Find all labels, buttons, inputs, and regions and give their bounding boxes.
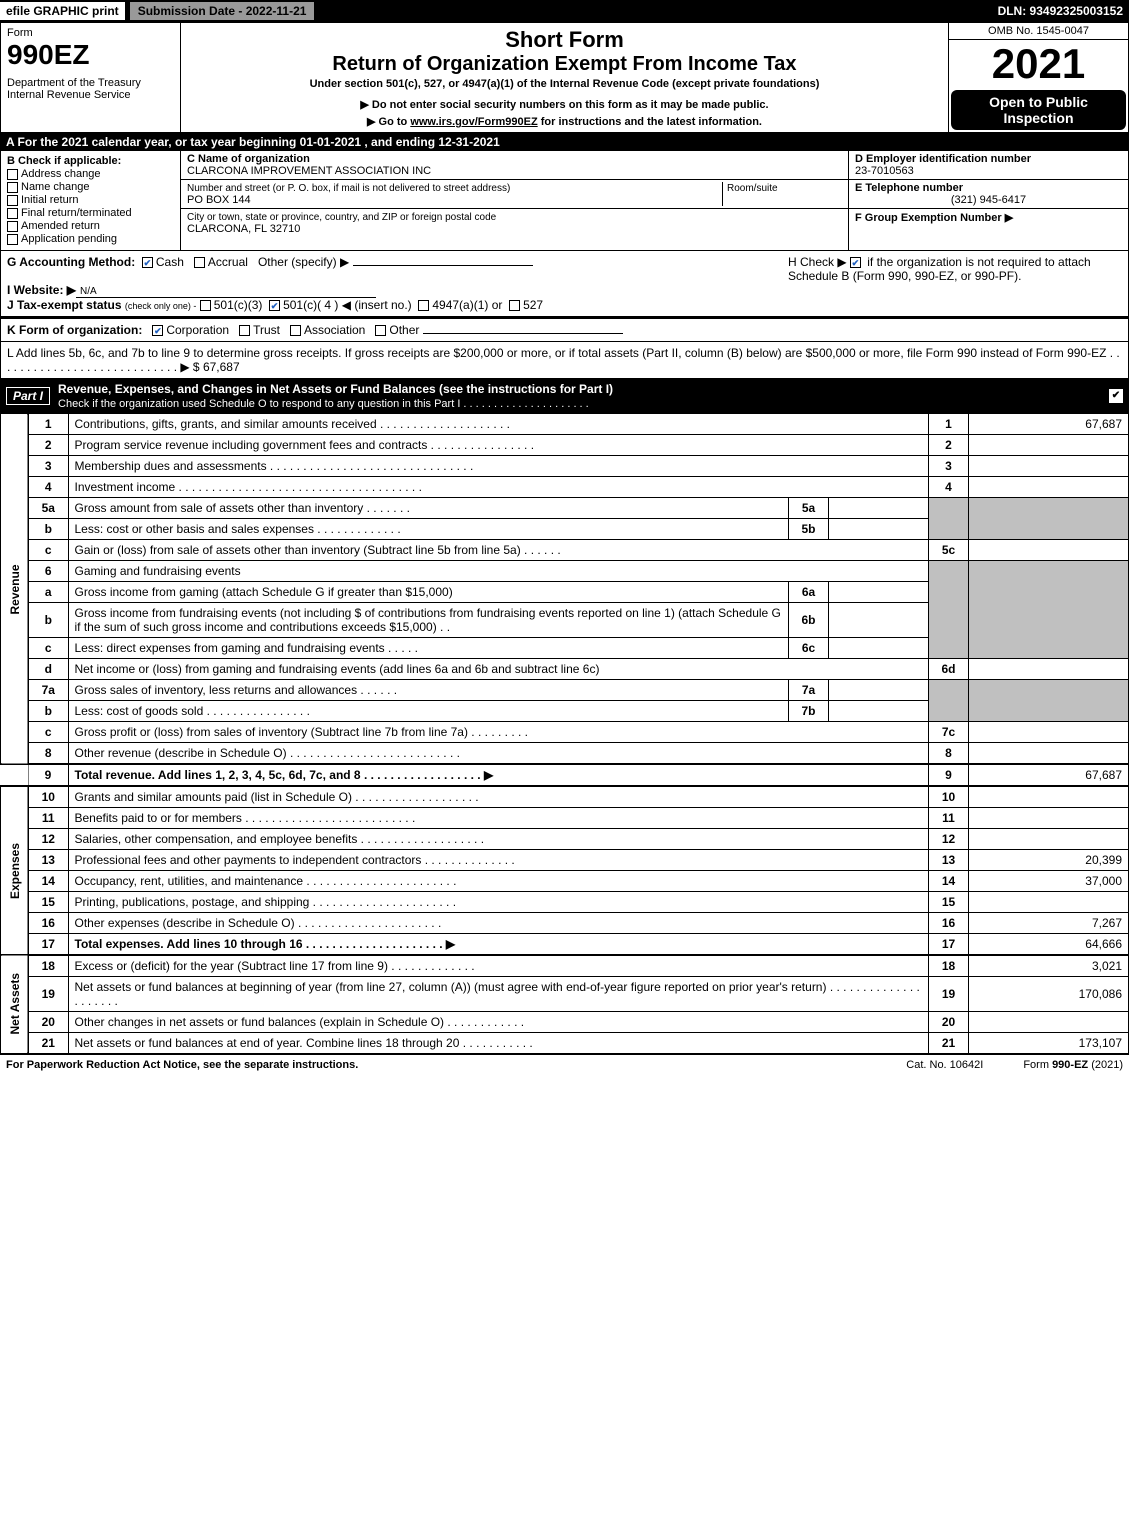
l1-desc: Contributions, gifts, grants, and simila… bbox=[68, 414, 929, 435]
d-label: D Employer identification number bbox=[855, 153, 1031, 165]
chk-trust[interactable] bbox=[239, 325, 250, 336]
tax-year: 2021 bbox=[949, 40, 1128, 88]
d-value: 23-7010563 bbox=[855, 165, 914, 177]
part-i-subtitle: Check if the organization used Schedule … bbox=[58, 398, 589, 410]
chk-address-change[interactable]: Address change bbox=[7, 168, 174, 180]
chk-accrual[interactable] bbox=[194, 257, 205, 268]
row-l: L Add lines 5b, 6c, and 7b to line 9 to … bbox=[0, 342, 1129, 379]
col-c: C Name of organization CLARCONA IMPROVEM… bbox=[181, 151, 848, 250]
c-street-label: Number and street (or P. O. box, if mail… bbox=[187, 183, 510, 194]
chk-application-pending[interactable]: Application pending bbox=[7, 233, 174, 245]
header-right: OMB No. 1545-0047 2021 Open to Public In… bbox=[948, 23, 1128, 132]
submission-date: Submission Date - 2022-11-21 bbox=[129, 1, 316, 21]
header-left: Form 990EZ Department of the Treasury In… bbox=[1, 23, 181, 132]
goto-post: for instructions and the latest informat… bbox=[538, 116, 762, 128]
form-number: 990EZ bbox=[7, 39, 174, 71]
goto-instructions: ▶ Go to www.irs.gov/Form990EZ for instru… bbox=[185, 115, 944, 128]
main-title: Return of Organization Exempt From Incom… bbox=[185, 53, 944, 76]
do-not-enter: ▶ Do not enter social security numbers o… bbox=[185, 98, 944, 111]
c-city-value: CLARCONA, FL 32710 bbox=[187, 223, 300, 235]
under-section: Under section 501(c), 527, or 4947(a)(1)… bbox=[185, 78, 944, 90]
c-name-value: CLARCONA IMPROVEMENT ASSOCIATION INC bbox=[187, 165, 431, 177]
goto-pre: ▶ Go to bbox=[367, 116, 410, 128]
footer: For Paperwork Reduction Act Notice, see … bbox=[0, 1054, 1129, 1075]
part-i-checkbox[interactable]: ✔ bbox=[1109, 389, 1123, 403]
form-word: Form bbox=[7, 27, 174, 39]
g-label: G Accounting Method: bbox=[7, 255, 135, 269]
part-i-table: Revenue 1 Contributions, gifts, grants, … bbox=[0, 413, 1129, 1054]
efile-label: efile GRAPHIC print bbox=[0, 2, 125, 20]
chk-cash[interactable]: ✔ bbox=[142, 257, 153, 268]
k-label: K Form of organization: bbox=[7, 323, 142, 337]
cat-no: Cat. No. 10642I bbox=[906, 1059, 983, 1071]
other-org-input[interactable] bbox=[423, 333, 623, 334]
l1-no: 1 bbox=[28, 414, 68, 435]
department: Department of the Treasury Internal Reve… bbox=[7, 77, 174, 101]
row-h: H Check ▶ ✔ if the organization is not r… bbox=[782, 255, 1122, 312]
form-header: Form 990EZ Department of the Treasury In… bbox=[0, 22, 1129, 133]
chk-501c[interactable]: ✔ bbox=[269, 300, 280, 311]
e-label: E Telephone number bbox=[855, 182, 963, 194]
f-label: F Group Exemption Number ▶ bbox=[855, 212, 1013, 224]
row-a: A For the 2021 calendar year, or tax yea… bbox=[0, 133, 1129, 151]
c-city-label: City or town, state or province, country… bbox=[187, 212, 496, 223]
chk-amended-return[interactable]: Amended return bbox=[7, 220, 174, 232]
h-text1: H Check ▶ bbox=[788, 255, 850, 269]
col-b: B Check if applicable: Address change Na… bbox=[1, 151, 181, 250]
chk-501c3[interactable] bbox=[200, 300, 211, 311]
col-def: D Employer identification number 23-7010… bbox=[848, 151, 1128, 250]
chk-527[interactable] bbox=[509, 300, 520, 311]
c-name-label: C Name of organization bbox=[187, 153, 310, 165]
side-net-assets: Net Assets bbox=[1, 955, 29, 1054]
i-label: I Website: ▶ bbox=[7, 283, 76, 297]
j-label: J Tax-exempt status (check only one) - bbox=[7, 298, 196, 312]
e-value: (321) 945-6417 bbox=[855, 194, 1122, 206]
row-g-h: G Accounting Method: ✔Cash Accrual Other… bbox=[0, 251, 1129, 317]
chk-other-org[interactable] bbox=[375, 325, 386, 336]
header-mid: Short Form Return of Organization Exempt… bbox=[181, 23, 948, 132]
chk-4947[interactable] bbox=[418, 300, 429, 311]
goto-link[interactable]: www.irs.gov/Form990EZ bbox=[410, 116, 537, 128]
section-identity: B Check if applicable: Address change Na… bbox=[0, 151, 1129, 251]
omb-no: OMB No. 1545-0047 bbox=[949, 23, 1128, 40]
website-value: N/A bbox=[76, 286, 376, 298]
chk-name-change[interactable]: Name change bbox=[7, 181, 174, 193]
topbar: efile GRAPHIC print Submission Date - 20… bbox=[0, 0, 1129, 22]
chk-initial-return[interactable]: Initial return bbox=[7, 194, 174, 206]
other-method-input[interactable] bbox=[353, 265, 533, 266]
chk-h[interactable]: ✔ bbox=[850, 257, 861, 268]
l1-rno: 1 bbox=[929, 414, 969, 435]
l1-val: 67,687 bbox=[969, 414, 1129, 435]
dln: DLN: 93492325003152 bbox=[998, 4, 1129, 18]
chk-assoc[interactable] bbox=[290, 325, 301, 336]
chk-final-return[interactable]: Final return/terminated bbox=[7, 207, 174, 219]
form-ref: Form 990-EZ (2021) bbox=[1023, 1059, 1123, 1071]
part-i-tab: Part I bbox=[6, 387, 50, 405]
c-street-value: PO BOX 144 bbox=[187, 194, 251, 206]
part-i-title: Revenue, Expenses, and Changes in Net As… bbox=[58, 382, 613, 396]
c-room-label: Room/suite bbox=[727, 183, 778, 194]
open-to-public: Open to Public Inspection bbox=[951, 90, 1126, 130]
short-form-title: Short Form bbox=[185, 27, 944, 53]
col-b-title: B Check if applicable: bbox=[7, 155, 174, 167]
side-revenue: Revenue bbox=[1, 414, 29, 765]
side-expenses: Expenses bbox=[1, 786, 29, 955]
paperwork-notice: For Paperwork Reduction Act Notice, see … bbox=[6, 1059, 906, 1071]
part-i-header: Part I Revenue, Expenses, and Changes in… bbox=[0, 379, 1129, 413]
chk-corp[interactable]: ✔ bbox=[152, 325, 163, 336]
row-k: K Form of organization: ✔Corporation Tru… bbox=[0, 317, 1129, 342]
